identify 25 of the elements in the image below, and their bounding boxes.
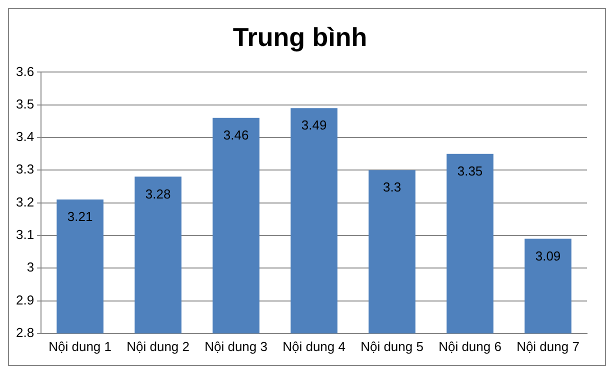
- data-label: 3.28: [145, 186, 171, 202]
- x-tick-label: Nội dung 3: [204, 338, 268, 354]
- y-tick-label: 2.8: [16, 324, 34, 340]
- y-tick-label: 3.3: [16, 162, 34, 177]
- y-tick-label: 3.2: [16, 194, 34, 210]
- y-tick-label: 3.4: [16, 129, 34, 144]
- y-tick-label: 3.6: [16, 64, 34, 79]
- x-tick-label: Nội dung 7: [516, 338, 580, 354]
- data-label: 3.3: [382, 180, 402, 195]
- data-label: 3.49: [301, 118, 327, 133]
- x-tick-label: Nội dung 1: [48, 338, 112, 354]
- y-tick-label: 3.1: [16, 227, 34, 242]
- chart-title: Trung bình: [232, 22, 368, 52]
- y-tick-label: 3.5: [16, 96, 34, 112]
- chart-frame: Trung bình Nội dung 1 Nội dung 2 Nội dung 3 Nội dung 4 Nội dung 5 Nội dung 6 Nội dung 7 2.8 2.9 3 3.1 3.2 3.3 3.4 3.5 3.6 3.21 3.28 3.46 3.49 3.3 3.35 3.09: [8, 8, 606, 366]
- x-tick-label: Nội dung 6: [438, 338, 502, 354]
- data-label: 3.46: [223, 127, 249, 142]
- y-tick-label: 3: [26, 260, 34, 275]
- data-label: 3.09: [535, 248, 561, 264]
- data-label: 3.21: [67, 209, 93, 224]
- x-tick-label: Nội dung 4: [282, 338, 346, 354]
- data-label: 3.35: [457, 163, 483, 178]
- x-tick-label: Nội dung 5: [360, 338, 424, 354]
- y-tick-label: 2.9: [16, 292, 34, 308]
- x-tick-label: Nội dung 2: [126, 338, 190, 354]
